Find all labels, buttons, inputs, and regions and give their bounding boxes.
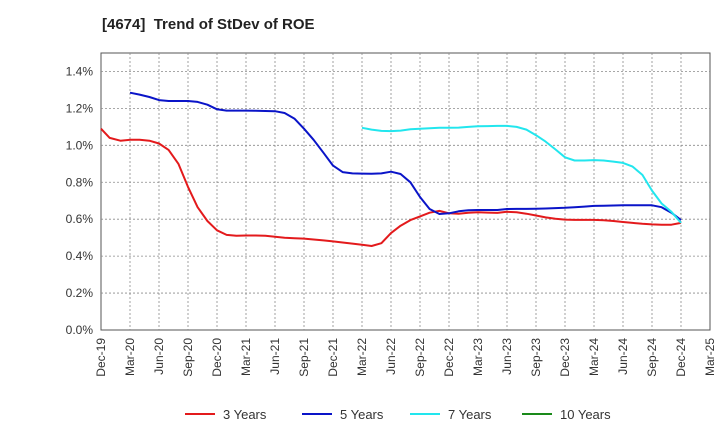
x-tick-label: Jun-22 bbox=[384, 338, 398, 375]
chart-title: [4674] Trend of StDev of ROE bbox=[102, 16, 315, 33]
x-tick-label: Dec-21 bbox=[326, 338, 340, 377]
series-lines bbox=[100, 91, 682, 247]
axis-labels: 0.0% 0.2% 0.4% 0.6% 0.8% 1.0% 1.2% 1.4% Dec-19 Ma… bbox=[66, 64, 717, 376]
x-tick-label: Sep-24 bbox=[645, 338, 659, 377]
series-line bbox=[100, 128, 682, 247]
x-tick-label: Mar-24 bbox=[587, 338, 601, 376]
x-tick-label: Jun-20 bbox=[152, 338, 166, 375]
legend-label: 7 Years bbox=[448, 407, 492, 422]
x-tick-label: Sep-21 bbox=[297, 338, 311, 377]
x-tick-label: Dec-23 bbox=[558, 338, 572, 377]
y-tick-label: 0.2% bbox=[66, 286, 94, 300]
y-tick-label: 1.4% bbox=[66, 64, 94, 78]
x-tick-label: Dec-22 bbox=[442, 338, 456, 377]
x-tick-label: Sep-20 bbox=[181, 338, 195, 377]
x-tick-label: Sep-23 bbox=[529, 338, 543, 377]
series-line bbox=[129, 91, 682, 221]
x-tick-label: Jun-21 bbox=[268, 338, 282, 375]
y-tick-label: 0.0% bbox=[66, 323, 94, 337]
series-line bbox=[361, 124, 682, 224]
legend: 3 Years 5 Years 7 Years 10 Years bbox=[185, 407, 611, 422]
legend-label: 5 Years bbox=[340, 407, 384, 422]
x-tick-label: Mar-23 bbox=[471, 338, 485, 376]
x-tick-label: Sep-22 bbox=[413, 338, 427, 377]
y-tick-label: 0.8% bbox=[66, 175, 94, 189]
plot-frame bbox=[100, 52, 711, 331]
x-tick-label: Mar-20 bbox=[123, 338, 137, 376]
y-tick-label: 1.2% bbox=[66, 101, 94, 115]
legend-label: 10 Years bbox=[560, 407, 611, 422]
x-tick-label: Mar-25 bbox=[703, 338, 717, 376]
y-tick-label: 0.6% bbox=[66, 212, 94, 226]
x-tick-label: Dec-19 bbox=[94, 338, 108, 377]
x-tick-label: Jun-24 bbox=[616, 338, 630, 375]
x-tick-label: Dec-24 bbox=[674, 338, 688, 377]
legend-label: 3 Years bbox=[223, 407, 267, 422]
x-tick-label: Mar-22 bbox=[355, 338, 369, 376]
y-tick-label: 1.0% bbox=[66, 138, 94, 152]
x-tick-label: Dec-20 bbox=[210, 338, 224, 377]
x-tick-label: Jun-23 bbox=[500, 338, 514, 375]
x-tick-label: Mar-21 bbox=[239, 338, 253, 376]
grid-lines bbox=[100, 52, 711, 331]
y-tick-label: 0.4% bbox=[66, 249, 94, 263]
